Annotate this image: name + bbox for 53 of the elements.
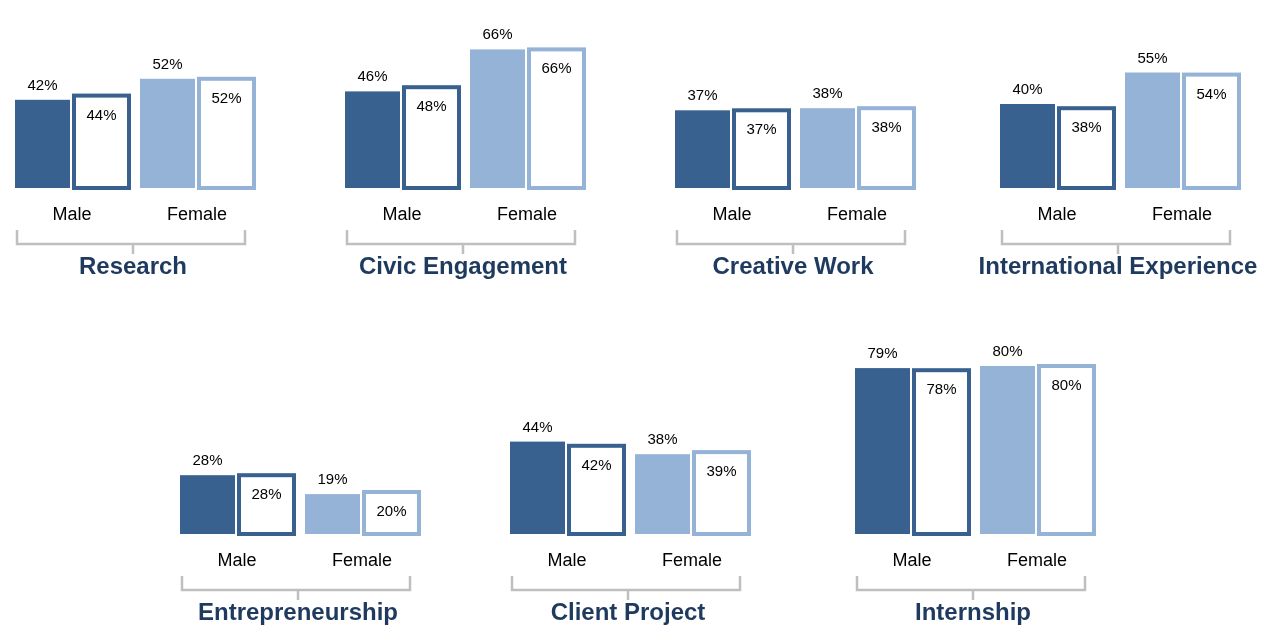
data-label: 44% xyxy=(522,417,553,435)
bar xyxy=(1125,72,1180,188)
text: Internship xyxy=(914,598,1032,625)
data-label: 78% xyxy=(926,380,957,398)
x-tick-label: Female xyxy=(1006,550,1068,570)
x-tick-label: Male xyxy=(52,204,92,224)
text: Civic Engagement xyxy=(358,252,568,279)
data-label: 38% xyxy=(871,118,902,136)
data-label: 19% xyxy=(317,470,348,488)
data-label: 37% xyxy=(746,120,777,138)
data-label: 44% xyxy=(86,105,117,123)
data-label: 52% xyxy=(211,88,242,106)
data-label: 48% xyxy=(416,97,447,115)
text: Entrepreneurship xyxy=(197,598,399,625)
x-tick-label: Female xyxy=(166,204,228,224)
text: Creative Work xyxy=(712,252,875,279)
data-label: 20% xyxy=(376,502,407,519)
data-label: 38% xyxy=(1071,118,1102,136)
text: International Experience xyxy=(978,252,1258,279)
data-label: 79% xyxy=(867,344,898,362)
data-label: 80% xyxy=(1051,376,1082,393)
data-label: 52% xyxy=(152,54,183,72)
x-tick-label: Female xyxy=(826,204,888,224)
data-label: 40% xyxy=(1012,80,1043,97)
data-label: 28% xyxy=(251,485,282,503)
x-tick-label: Male xyxy=(547,550,587,570)
data-label: 54% xyxy=(1196,84,1227,102)
x-tick-label: Male xyxy=(892,550,932,570)
x-tick-label: Female xyxy=(1151,204,1213,224)
x-tick-label: Male xyxy=(382,204,422,224)
x-tick-label: Female xyxy=(496,204,558,224)
data-label: 66% xyxy=(482,25,513,43)
data-label: 80% xyxy=(992,342,1023,359)
x-tick-label: Male xyxy=(712,204,752,224)
data-label: 39% xyxy=(706,462,737,480)
x-tick-label: Female xyxy=(661,550,723,570)
data-label: 37% xyxy=(687,86,718,104)
data-label: 42% xyxy=(27,75,58,93)
x-tick-label: Male xyxy=(217,550,257,570)
data-label: 55% xyxy=(1137,48,1168,66)
x-tick-label: Male xyxy=(1037,204,1077,224)
data-label: 46% xyxy=(357,67,388,85)
data-label: 66% xyxy=(541,59,572,77)
data-label: 38% xyxy=(647,430,678,448)
data-label: 42% xyxy=(581,455,612,473)
text: Research xyxy=(78,252,188,279)
x-tick-label: Female xyxy=(331,550,393,570)
text: Client Project xyxy=(550,598,706,625)
bar xyxy=(1000,104,1055,188)
bar xyxy=(635,454,690,534)
data-label: 38% xyxy=(812,84,843,102)
bar xyxy=(510,441,565,534)
data-label: 28% xyxy=(192,451,223,469)
